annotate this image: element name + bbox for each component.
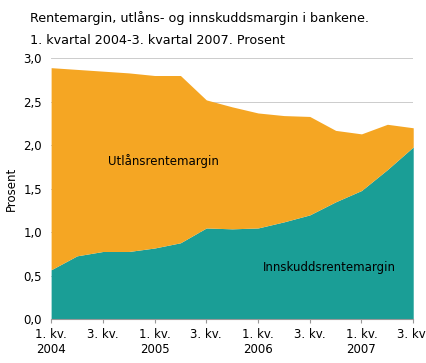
Text: Rentemargin, utlåns- og innskuddsmargin i bankene.: Rentemargin, utlåns- og innskuddsmargin … [30, 11, 369, 25]
Text: Utlånsrentemargin: Utlånsrentemargin [108, 154, 219, 168]
Text: 1. kvartal 2004-3. kvartal 2007. Prosent: 1. kvartal 2004-3. kvartal 2007. Prosent [30, 34, 285, 48]
Text: Innskuddsrentemargin: Innskuddsrentemargin [263, 261, 396, 274]
Y-axis label: Prosent: Prosent [5, 167, 18, 211]
